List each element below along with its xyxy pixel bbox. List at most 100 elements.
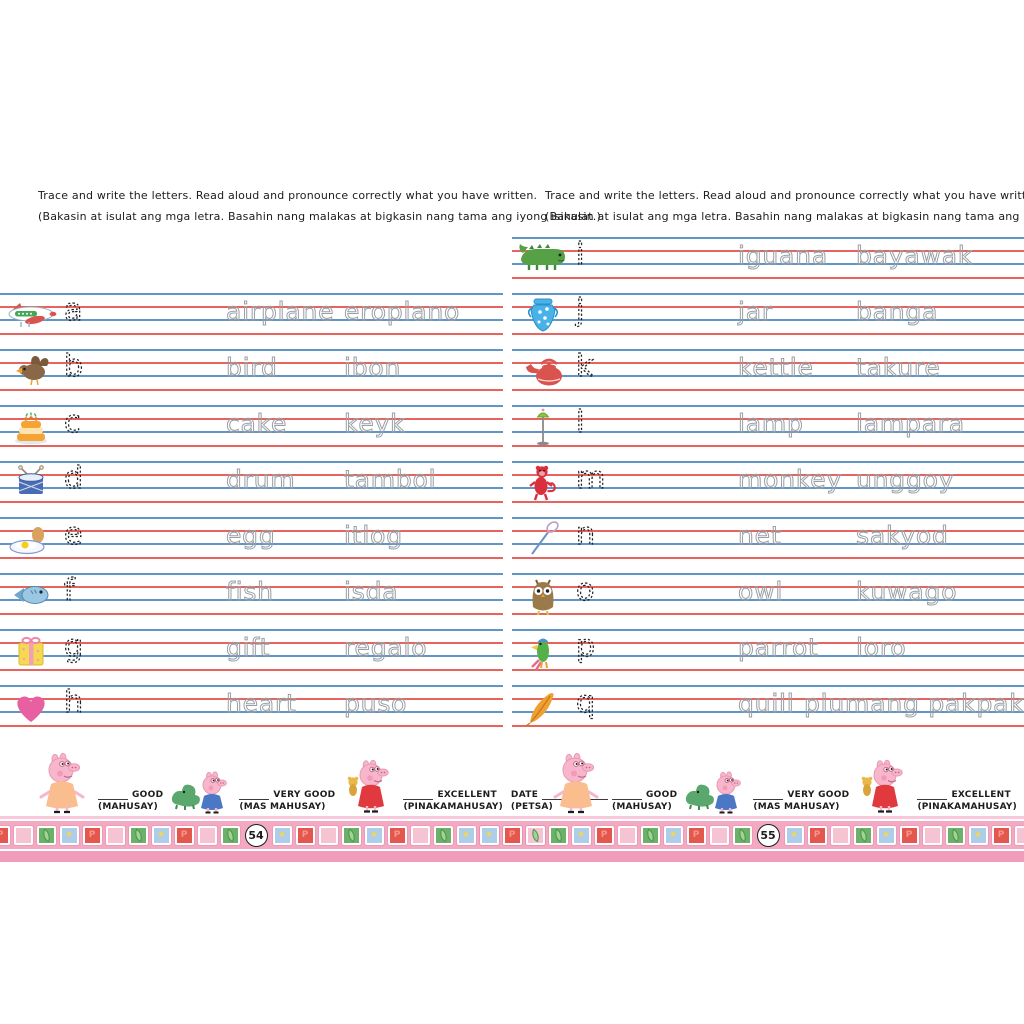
george-pig-icon bbox=[171, 770, 231, 814]
left-page: Trace and write the letters. Read aloud … bbox=[0, 185, 609, 835]
score-blank-line bbox=[98, 790, 128, 800]
rating-label: VERY GOOD (MAS MAHUSAY) bbox=[753, 790, 849, 814]
blank-stamp-icon bbox=[410, 825, 430, 845]
leaf-stamp-icon bbox=[640, 825, 660, 845]
page-number: 55 bbox=[756, 823, 780, 847]
mummy-pig-icon bbox=[548, 752, 604, 814]
trace-word-filipino: sakyod bbox=[854, 517, 1024, 561]
svg-text:egg: egg bbox=[226, 521, 276, 550]
iguana-icon bbox=[512, 237, 574, 281]
svg-text:q: q bbox=[576, 685, 596, 720]
svg-text:sakyod: sakyod bbox=[856, 521, 949, 550]
trace-word-english: net bbox=[736, 517, 854, 561]
instruction-line-english: Trace and write the letters. Read aloud … bbox=[545, 189, 1024, 202]
blank-stamp-icon bbox=[13, 825, 33, 845]
svg-text:m: m bbox=[576, 461, 606, 496]
instruction-line-filipino: (Bakasin at isulat ang mga letra. Basahi… bbox=[38, 210, 601, 223]
svg-text:bird: bird bbox=[226, 353, 278, 382]
rating-label: EXCELLENT (PINAKAMAHUSAY) bbox=[403, 790, 503, 814]
score-blank-line bbox=[753, 790, 784, 800]
trace-row-f: f fish isda bbox=[0, 572, 503, 617]
trace-word-filipino: bayawak bbox=[854, 237, 1024, 281]
rating-label: VERY GOOD (MAS MAHUSAY) bbox=[239, 790, 335, 814]
rating-subtext: (PINAKAMAHUSAY) bbox=[403, 802, 503, 812]
george-pig-icon bbox=[685, 770, 745, 814]
p-stamp-icon: P bbox=[295, 825, 315, 845]
svg-text:regalo: regalo bbox=[344, 633, 427, 662]
svg-text:a: a bbox=[64, 293, 83, 328]
star-stamp-icon: ★ bbox=[272, 825, 292, 845]
star-stamp-icon: ★ bbox=[876, 825, 896, 845]
svg-text:iguana: iguana bbox=[738, 241, 828, 270]
trace-word-english: gift bbox=[224, 629, 342, 673]
drum-icon bbox=[0, 461, 62, 505]
trace-letter: g bbox=[62, 628, 224, 673]
net-icon bbox=[512, 517, 574, 561]
star-stamp-icon: ★ bbox=[571, 825, 591, 845]
peppa-pig-icon bbox=[343, 759, 395, 814]
trace-word-filipino: eroplano bbox=[342, 293, 503, 337]
egg-icon bbox=[0, 517, 62, 561]
rating-label: EXCELLENT (PINAKAMAHUSAY) bbox=[917, 790, 1017, 814]
trace-row-c: c cake keyk bbox=[0, 404, 503, 449]
trace-letter: i bbox=[574, 236, 736, 281]
border-top-line bbox=[0, 816, 1024, 819]
trace-word-filipino: banga bbox=[854, 293, 1024, 337]
rating-label: GOOD (MAHUSAY) bbox=[612, 790, 677, 814]
svg-text:n: n bbox=[576, 517, 596, 552]
score-blank-line bbox=[403, 790, 434, 800]
svg-text:eroplano: eroplano bbox=[344, 297, 460, 326]
page-number: 54 bbox=[244, 823, 268, 847]
trace-word-filipino: keyk bbox=[342, 405, 503, 449]
trace-word-filipino: plumang pakpak bbox=[802, 685, 1024, 729]
monkey-icon bbox=[512, 461, 574, 505]
instruction-line-filipino: (Bakasin at isulat ang mga letra. Basahi… bbox=[545, 210, 1024, 223]
leaf-stamp-icon bbox=[128, 825, 148, 845]
trace-word-english: airplane bbox=[224, 293, 342, 337]
rating-text: EXCELLENT bbox=[437, 790, 497, 800]
trace-row-m: m monkey unggoy bbox=[512, 460, 1024, 505]
svg-text:owl: owl bbox=[738, 577, 783, 606]
trace-row-g: g gift regalo bbox=[0, 628, 503, 673]
svg-text:parrot: parrot bbox=[738, 633, 819, 662]
rating-subtext: (PINAKAMAHUSAY) bbox=[917, 802, 1017, 812]
fish-icon bbox=[0, 573, 62, 617]
right-page: Trace and write the letters. Read aloud … bbox=[512, 185, 1024, 835]
svg-text:d: d bbox=[64, 461, 84, 496]
svg-text:kuwago: kuwago bbox=[856, 577, 957, 606]
border-divider bbox=[0, 849, 1024, 851]
rating-subtext: (MAHUSAY) bbox=[98, 802, 158, 812]
rating-strip: GOOD (MAHUSAY) VERY GOOD (MAS MAHUSAY) EXCEL… bbox=[0, 750, 609, 814]
rating-label: GOOD (MAHUSAY) bbox=[98, 790, 163, 814]
trace-word-english: drum bbox=[224, 461, 342, 505]
svg-text:bayawak: bayawak bbox=[856, 241, 973, 270]
star-stamp-icon: ★ bbox=[456, 825, 476, 845]
trace-letter: a bbox=[62, 292, 224, 337]
trace-word-filipino: itlog bbox=[342, 517, 503, 561]
star-stamp-icon: ★ bbox=[663, 825, 683, 845]
instructions: Trace and write the letters. Read aloud … bbox=[545, 185, 1024, 227]
trace-word-english: egg bbox=[224, 517, 342, 561]
trace-word-english: jar bbox=[736, 293, 854, 337]
trace-word-filipino: loro bbox=[854, 629, 1024, 673]
border-left-half: ★P★P★P54★P★P★P bbox=[0, 821, 545, 849]
svg-text:e: e bbox=[64, 517, 83, 552]
date-sublabel: (PETSA) bbox=[510, 802, 553, 812]
parrot-icon bbox=[512, 629, 574, 673]
rating-text: EXCELLENT bbox=[951, 790, 1011, 800]
heart-icon bbox=[0, 685, 62, 729]
blank-stamp-icon bbox=[830, 825, 850, 845]
leaf-stamp-icon bbox=[36, 825, 56, 845]
svg-text:ibon: ibon bbox=[344, 353, 401, 382]
trace-word-english: kettle bbox=[736, 349, 854, 393]
trace-word-english: bird bbox=[224, 349, 342, 393]
date-label: DATE bbox=[510, 790, 539, 800]
svg-text:puso: puso bbox=[344, 689, 407, 718]
svg-text:drum: drum bbox=[226, 465, 296, 494]
trace-word-english: fish bbox=[224, 573, 342, 617]
blank-stamp-icon bbox=[709, 825, 729, 845]
star-stamp-icon: ★ bbox=[151, 825, 171, 845]
svg-text:gift: gift bbox=[226, 633, 270, 662]
p-stamp-icon: P bbox=[594, 825, 614, 845]
kettle-icon bbox=[512, 349, 574, 393]
